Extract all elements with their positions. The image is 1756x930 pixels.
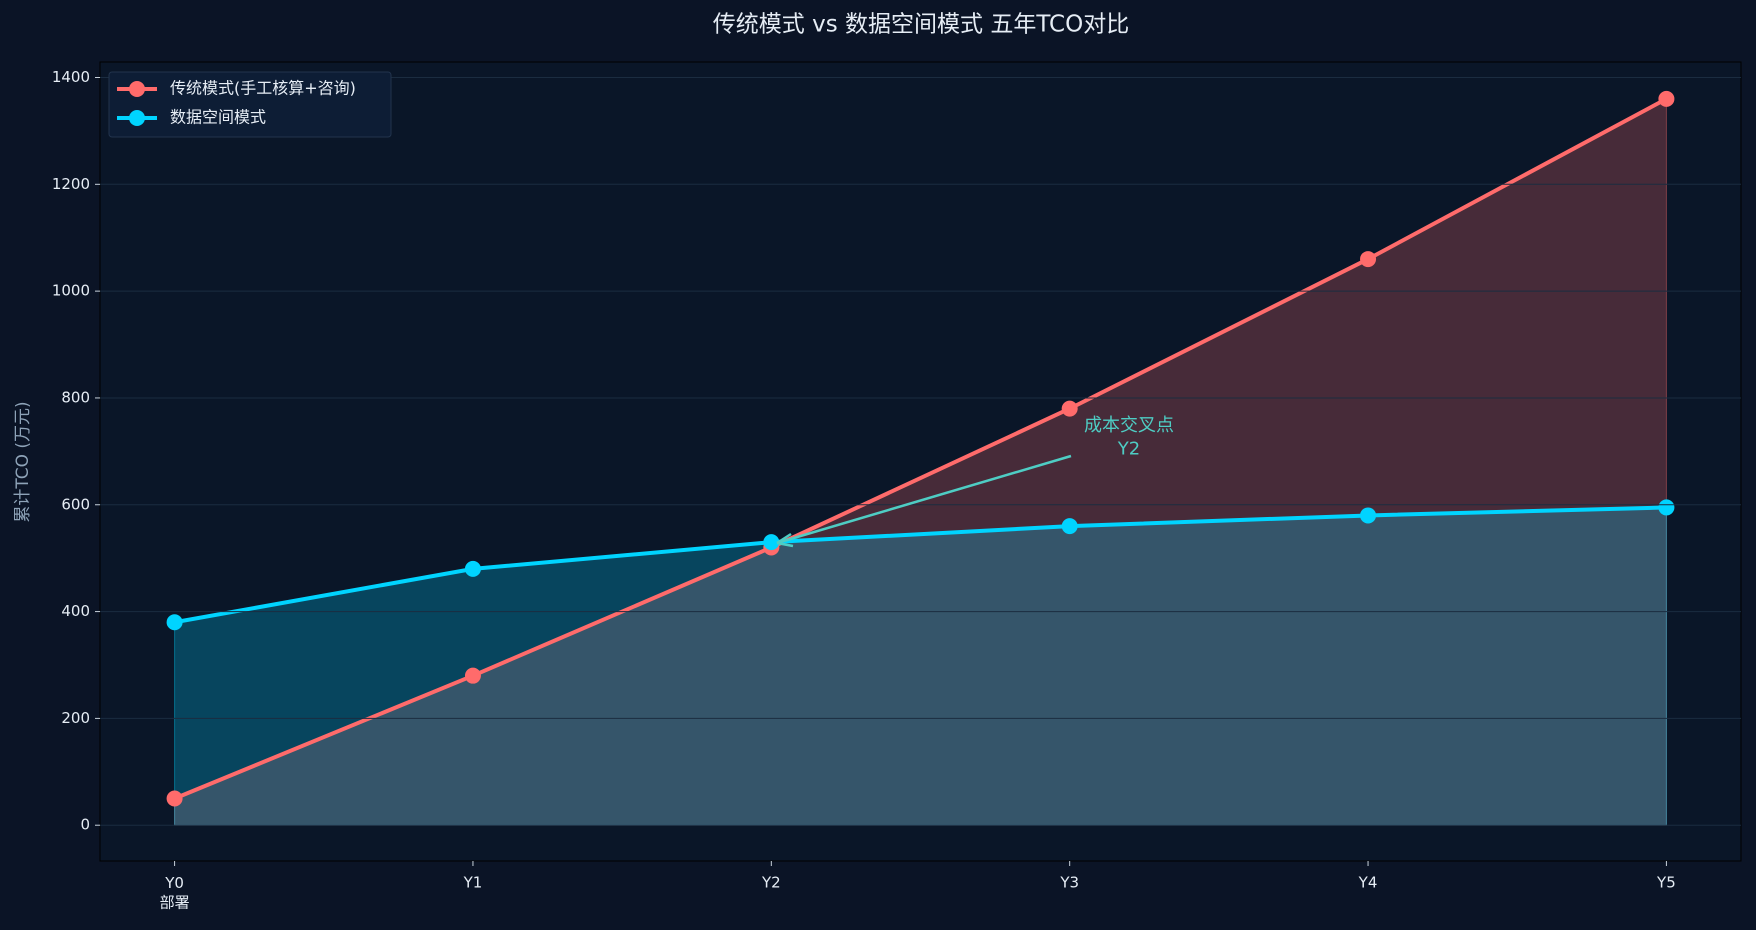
data-point [763, 534, 780, 551]
x-tick-label: Y0 部署 [160, 874, 190, 912]
y-tick-label: 1000 [52, 282, 90, 300]
legend-label: 数据空间模式 [170, 108, 266, 127]
y-tick-label: 400 [61, 602, 90, 620]
x-tick-label: Y2 [761, 874, 781, 892]
data-point [1061, 518, 1078, 535]
series-line [173, 97, 1668, 801]
y-tick-label: 0 [80, 816, 90, 834]
data-point [1658, 499, 1675, 516]
marks [166, 90, 1675, 807]
legend-marker [129, 110, 145, 126]
x-tick-label: Y5 [1656, 874, 1676, 892]
data-point [464, 667, 481, 684]
chart-title: 传统模式 vs 数据空间模式 五年TCO对比 [713, 12, 1129, 38]
legend-box [108, 71, 392, 138]
data-point [1360, 251, 1377, 268]
legend: 传统模式(手工核算+咨询) 数据空间模式 [108, 71, 392, 138]
y-tick-label: 800 [61, 388, 90, 406]
y-tick-label: 600 [61, 495, 90, 513]
y-tick-label: 1200 [52, 175, 90, 193]
data-point [1658, 90, 1675, 107]
data-point [1360, 507, 1377, 524]
plot-area [99, 61, 1742, 862]
series-line [174, 505, 1667, 625]
data-point [1061, 400, 1078, 417]
x-tick-label: Y3 [1059, 874, 1079, 892]
x-tick-label: Y1 [463, 874, 483, 892]
y-axis-label: 累计TCO (万元) [13, 401, 33, 522]
data-point [464, 560, 481, 577]
annotation-arrowhead [776, 532, 794, 548]
legend-marker [129, 81, 145, 97]
legend-label: 传统模式(手工核算+咨询) [170, 79, 356, 98]
y-tick-label: 200 [61, 709, 90, 727]
annotation: 成本交叉点 Y2 [1084, 415, 1174, 459]
y-tick-label: 1400 [52, 68, 90, 86]
data-point [166, 790, 183, 807]
data-point [166, 614, 183, 631]
x-tick-label: Y4 [1358, 874, 1378, 892]
annotation-arrow [776, 454, 1072, 545]
